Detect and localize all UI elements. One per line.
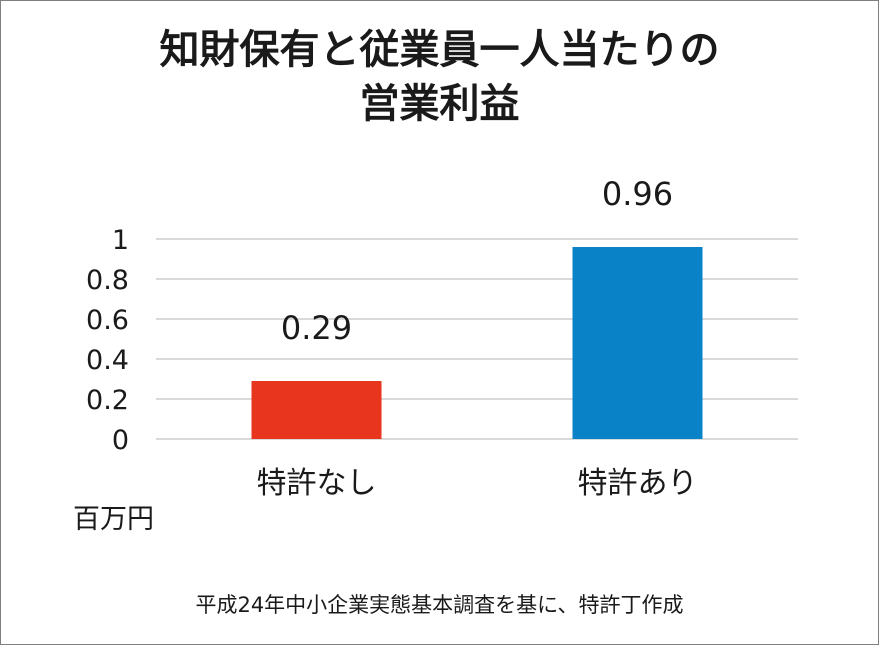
y-tick-label: 0.6: [86, 305, 129, 336]
y-tick-label: 0: [112, 425, 129, 456]
chart-title-line-1: 知財保有と従業員一人当たりの: [159, 27, 720, 73]
bar: [572, 247, 703, 439]
chart-title-line-2: 営業利益: [359, 81, 520, 127]
source-note: 平成24年中小企業実態基本調査を基に、特許丁作成: [195, 593, 684, 617]
y-tick-label: 0.8: [86, 265, 129, 296]
data-label: 0.96: [602, 175, 673, 213]
bar: [251, 381, 382, 439]
y-tick-label: 0.2: [86, 385, 129, 416]
y-tick-label: 0.4: [86, 345, 129, 376]
data-label: 0.29: [281, 309, 352, 347]
chart-title: 知財保有と従業員一人当たりの 営業利益: [1, 23, 878, 131]
y-tick-label: 1: [112, 225, 129, 256]
y-axis-unit-label: 百万円: [73, 504, 154, 535]
x-category-label: 特許なし: [257, 466, 377, 501]
x-category-label: 特許あり: [578, 466, 698, 501]
